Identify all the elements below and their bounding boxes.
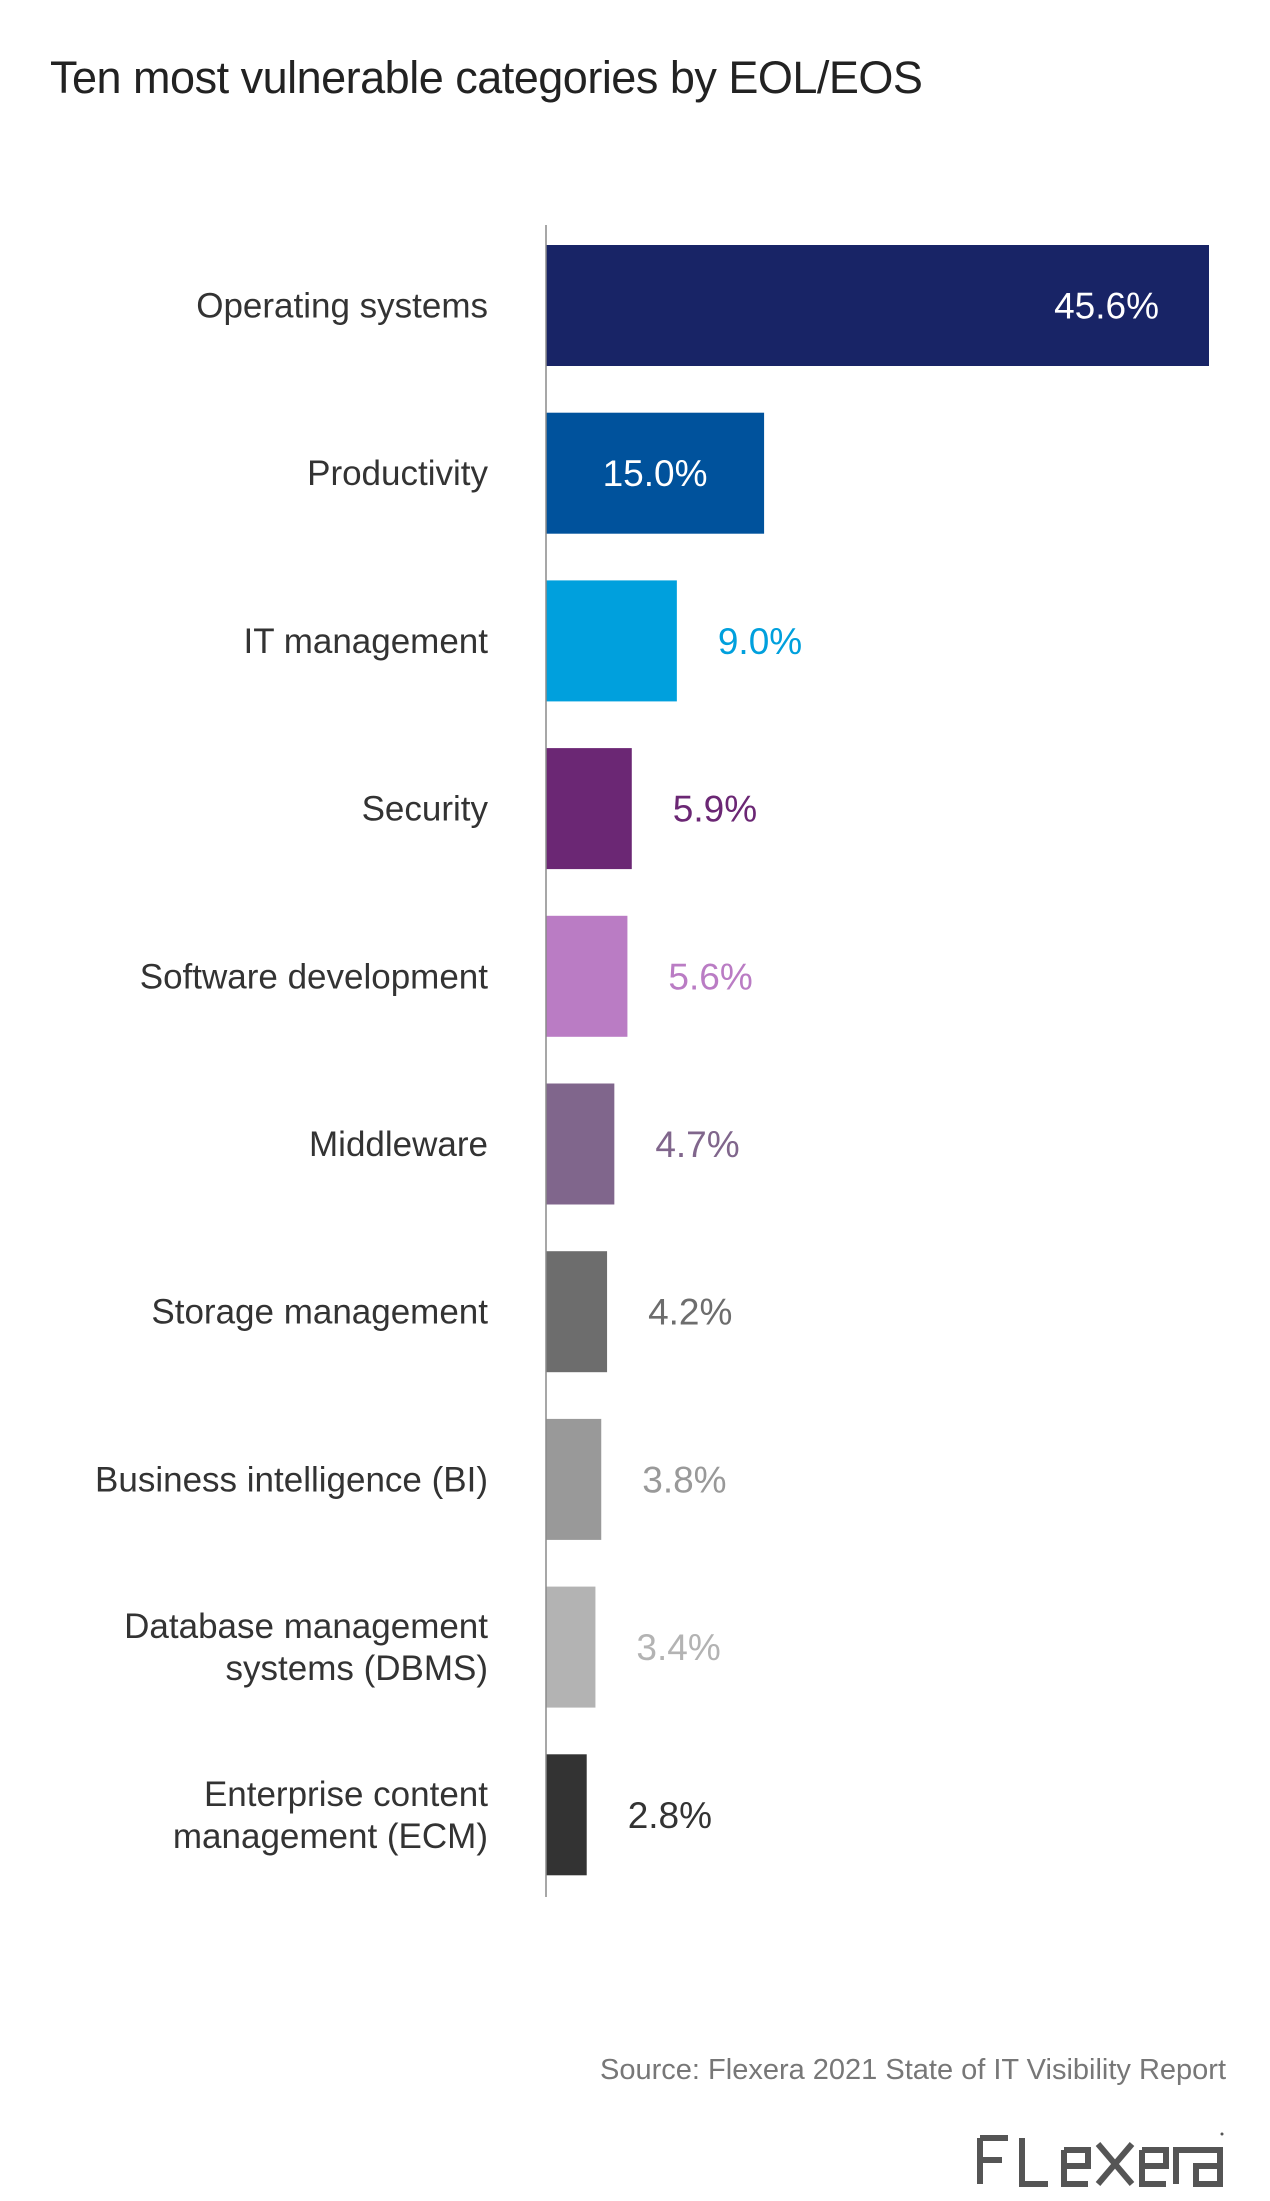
value-label: 4.2%	[648, 1292, 732, 1333]
category-label-line: Database management	[124, 1607, 488, 1646]
bar-4	[546, 915, 628, 1037]
category-label: Security	[362, 790, 489, 829]
category-label: Business intelligence (BI)	[95, 1460, 488, 1499]
bar-0	[546, 245, 1209, 366]
bar-6	[546, 1251, 608, 1373]
category-label-line: Storage management	[151, 1293, 488, 1332]
value-label: 9.0%	[718, 621, 802, 662]
category-label: Middleware	[309, 1125, 488, 1164]
value-label: 5.9%	[673, 789, 757, 830]
category-label: Storage management	[151, 1293, 488, 1332]
flexera-logo-icon	[977, 2132, 1224, 2187]
chart-title: Ten most vulnerable categories by EOL/EO…	[50, 52, 923, 103]
category-label-line: systems (DBMS)	[226, 1649, 489, 1688]
category-label-line: Productivity	[307, 454, 488, 493]
category-label: Database management systems (DBMS)	[124, 1607, 488, 1688]
category-labels-layer: Operating systems Productivity IT manageme…	[95, 287, 488, 1856]
bar-3	[546, 748, 632, 870]
value-label: 45.6%	[1054, 286, 1159, 327]
category-label-line: Middleware	[309, 1125, 488, 1164]
category-label: Software development	[140, 957, 489, 996]
bar-8	[546, 1586, 596, 1708]
category-label: Enterprise content management (ECM)	[173, 1775, 488, 1856]
bar-9	[546, 1754, 587, 1876]
value-label: 2.8%	[628, 1795, 712, 1836]
bar-7	[546, 1418, 602, 1540]
category-label-line: Security	[362, 790, 489, 829]
category-label-line: management (ECM)	[173, 1817, 488, 1856]
bar-1	[546, 412, 765, 534]
value-label: 3.4%	[636, 1627, 720, 1668]
value-label: 3.8%	[642, 1459, 726, 1500]
category-label: Operating systems	[196, 287, 488, 326]
category-label-line: Business intelligence (BI)	[95, 1460, 488, 1499]
category-label-line: Operating systems	[196, 287, 488, 326]
source-note: Source: Flexera 2021 State of IT Visibil…	[600, 2054, 1226, 2086]
bar-2	[546, 580, 677, 702]
bars-layer	[546, 245, 1209, 1876]
value-label: 5.6%	[668, 956, 752, 997]
value-labels-layer: 45.6% 15.0% 9.0% 5.9% 5.6% 4.7% 4.2% 3.8% 3.4% 2.…	[603, 286, 1159, 1836]
category-label-line: Enterprise content	[204, 1775, 488, 1814]
value-label: 15.0%	[603, 453, 708, 494]
category-label-line: Software development	[140, 957, 489, 996]
flexera-logo	[974, 2130, 1224, 2197]
category-label: IT management	[244, 622, 489, 661]
category-label: Productivity	[307, 454, 488, 493]
category-label-line: IT management	[244, 622, 489, 661]
bar-5	[546, 1083, 615, 1205]
value-label: 4.7%	[655, 1124, 739, 1165]
